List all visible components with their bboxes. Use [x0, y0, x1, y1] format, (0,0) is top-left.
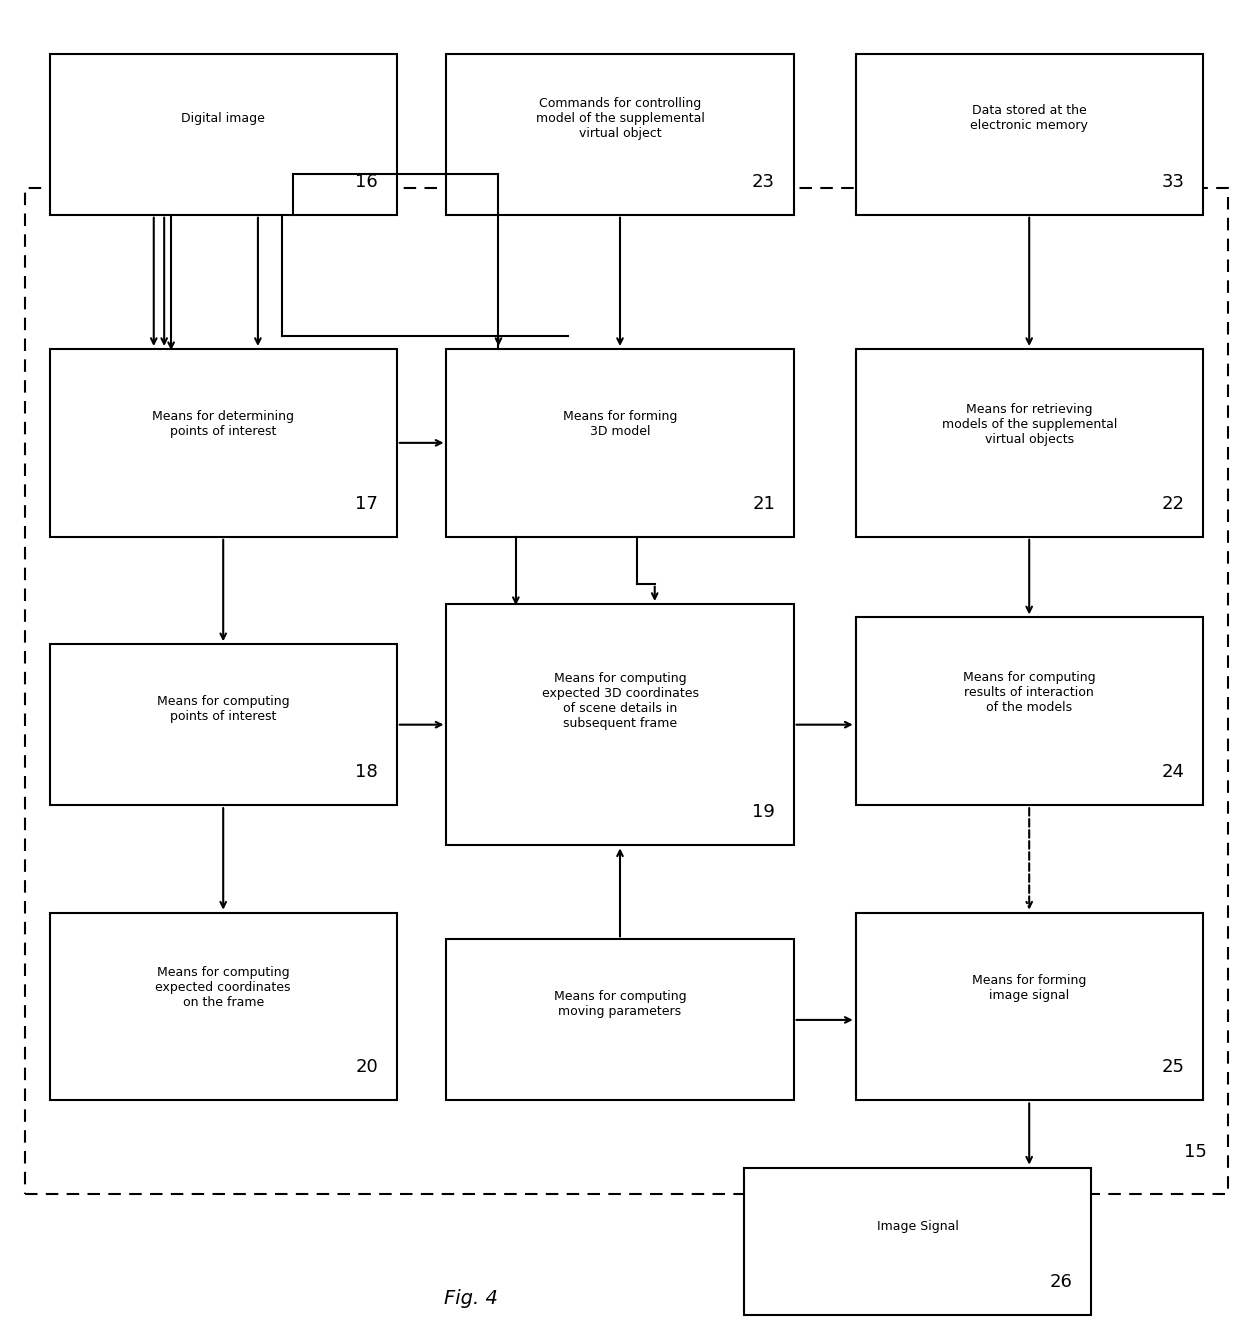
Text: Means for computing
expected coordinates
on the frame: Means for computing expected coordinates…	[155, 966, 291, 1009]
Text: 22: 22	[1161, 495, 1184, 513]
Bar	[856, 617, 1203, 805]
Text: 15: 15	[1184, 1143, 1207, 1161]
Text: 20: 20	[356, 1059, 378, 1076]
Text: 33: 33	[1161, 173, 1184, 191]
Text: 24: 24	[1161, 764, 1184, 781]
Text: Commands for controlling
model of the supplemental
virtual object: Commands for controlling model of the su…	[536, 97, 704, 140]
Text: 16: 16	[356, 173, 378, 191]
Text: 23: 23	[751, 173, 775, 191]
Text: Means for determining
points of interest: Means for determining points of interest	[153, 411, 294, 437]
Text: Means for computing
points of interest: Means for computing points of interest	[157, 695, 289, 722]
Text: 21: 21	[753, 495, 775, 513]
Text: Fig. 4: Fig. 4	[444, 1290, 498, 1308]
Text: 17: 17	[356, 495, 378, 513]
Bar	[50, 644, 397, 805]
Text: Means for computing
moving parameters: Means for computing moving parameters	[554, 990, 686, 1017]
Text: 19: 19	[753, 804, 775, 821]
Bar	[446, 939, 794, 1100]
Text: Means for forming
3D model: Means for forming 3D model	[563, 411, 677, 437]
Text: Data stored at the
electronic memory: Data stored at the electronic memory	[970, 105, 1089, 132]
Text: 26: 26	[1050, 1274, 1073, 1291]
Text: Means for computing
results of interaction
of the models: Means for computing results of interacti…	[963, 671, 1095, 714]
Text: Image Signal: Image Signal	[877, 1220, 959, 1233]
Bar	[25, 188, 1228, 1194]
Bar	[50, 54, 397, 215]
Bar	[50, 913, 397, 1100]
Text: 18: 18	[356, 764, 378, 781]
Bar	[446, 54, 794, 215]
Text: Means for retrieving
models of the supplemental
virtual objects: Means for retrieving models of the suppl…	[941, 403, 1117, 446]
Text: Digital image: Digital image	[181, 111, 265, 125]
Text: 25: 25	[1161, 1059, 1184, 1076]
Text: Means for computing
expected 3D coordinates
of scene details in
subsequent frame: Means for computing expected 3D coordina…	[542, 671, 698, 730]
Bar	[446, 349, 794, 537]
Text: Means for forming
image signal: Means for forming image signal	[972, 974, 1086, 1001]
Bar	[744, 1168, 1091, 1315]
Bar	[856, 54, 1203, 215]
Bar	[856, 913, 1203, 1100]
Bar	[856, 349, 1203, 537]
Bar	[446, 604, 794, 845]
Bar	[50, 349, 397, 537]
